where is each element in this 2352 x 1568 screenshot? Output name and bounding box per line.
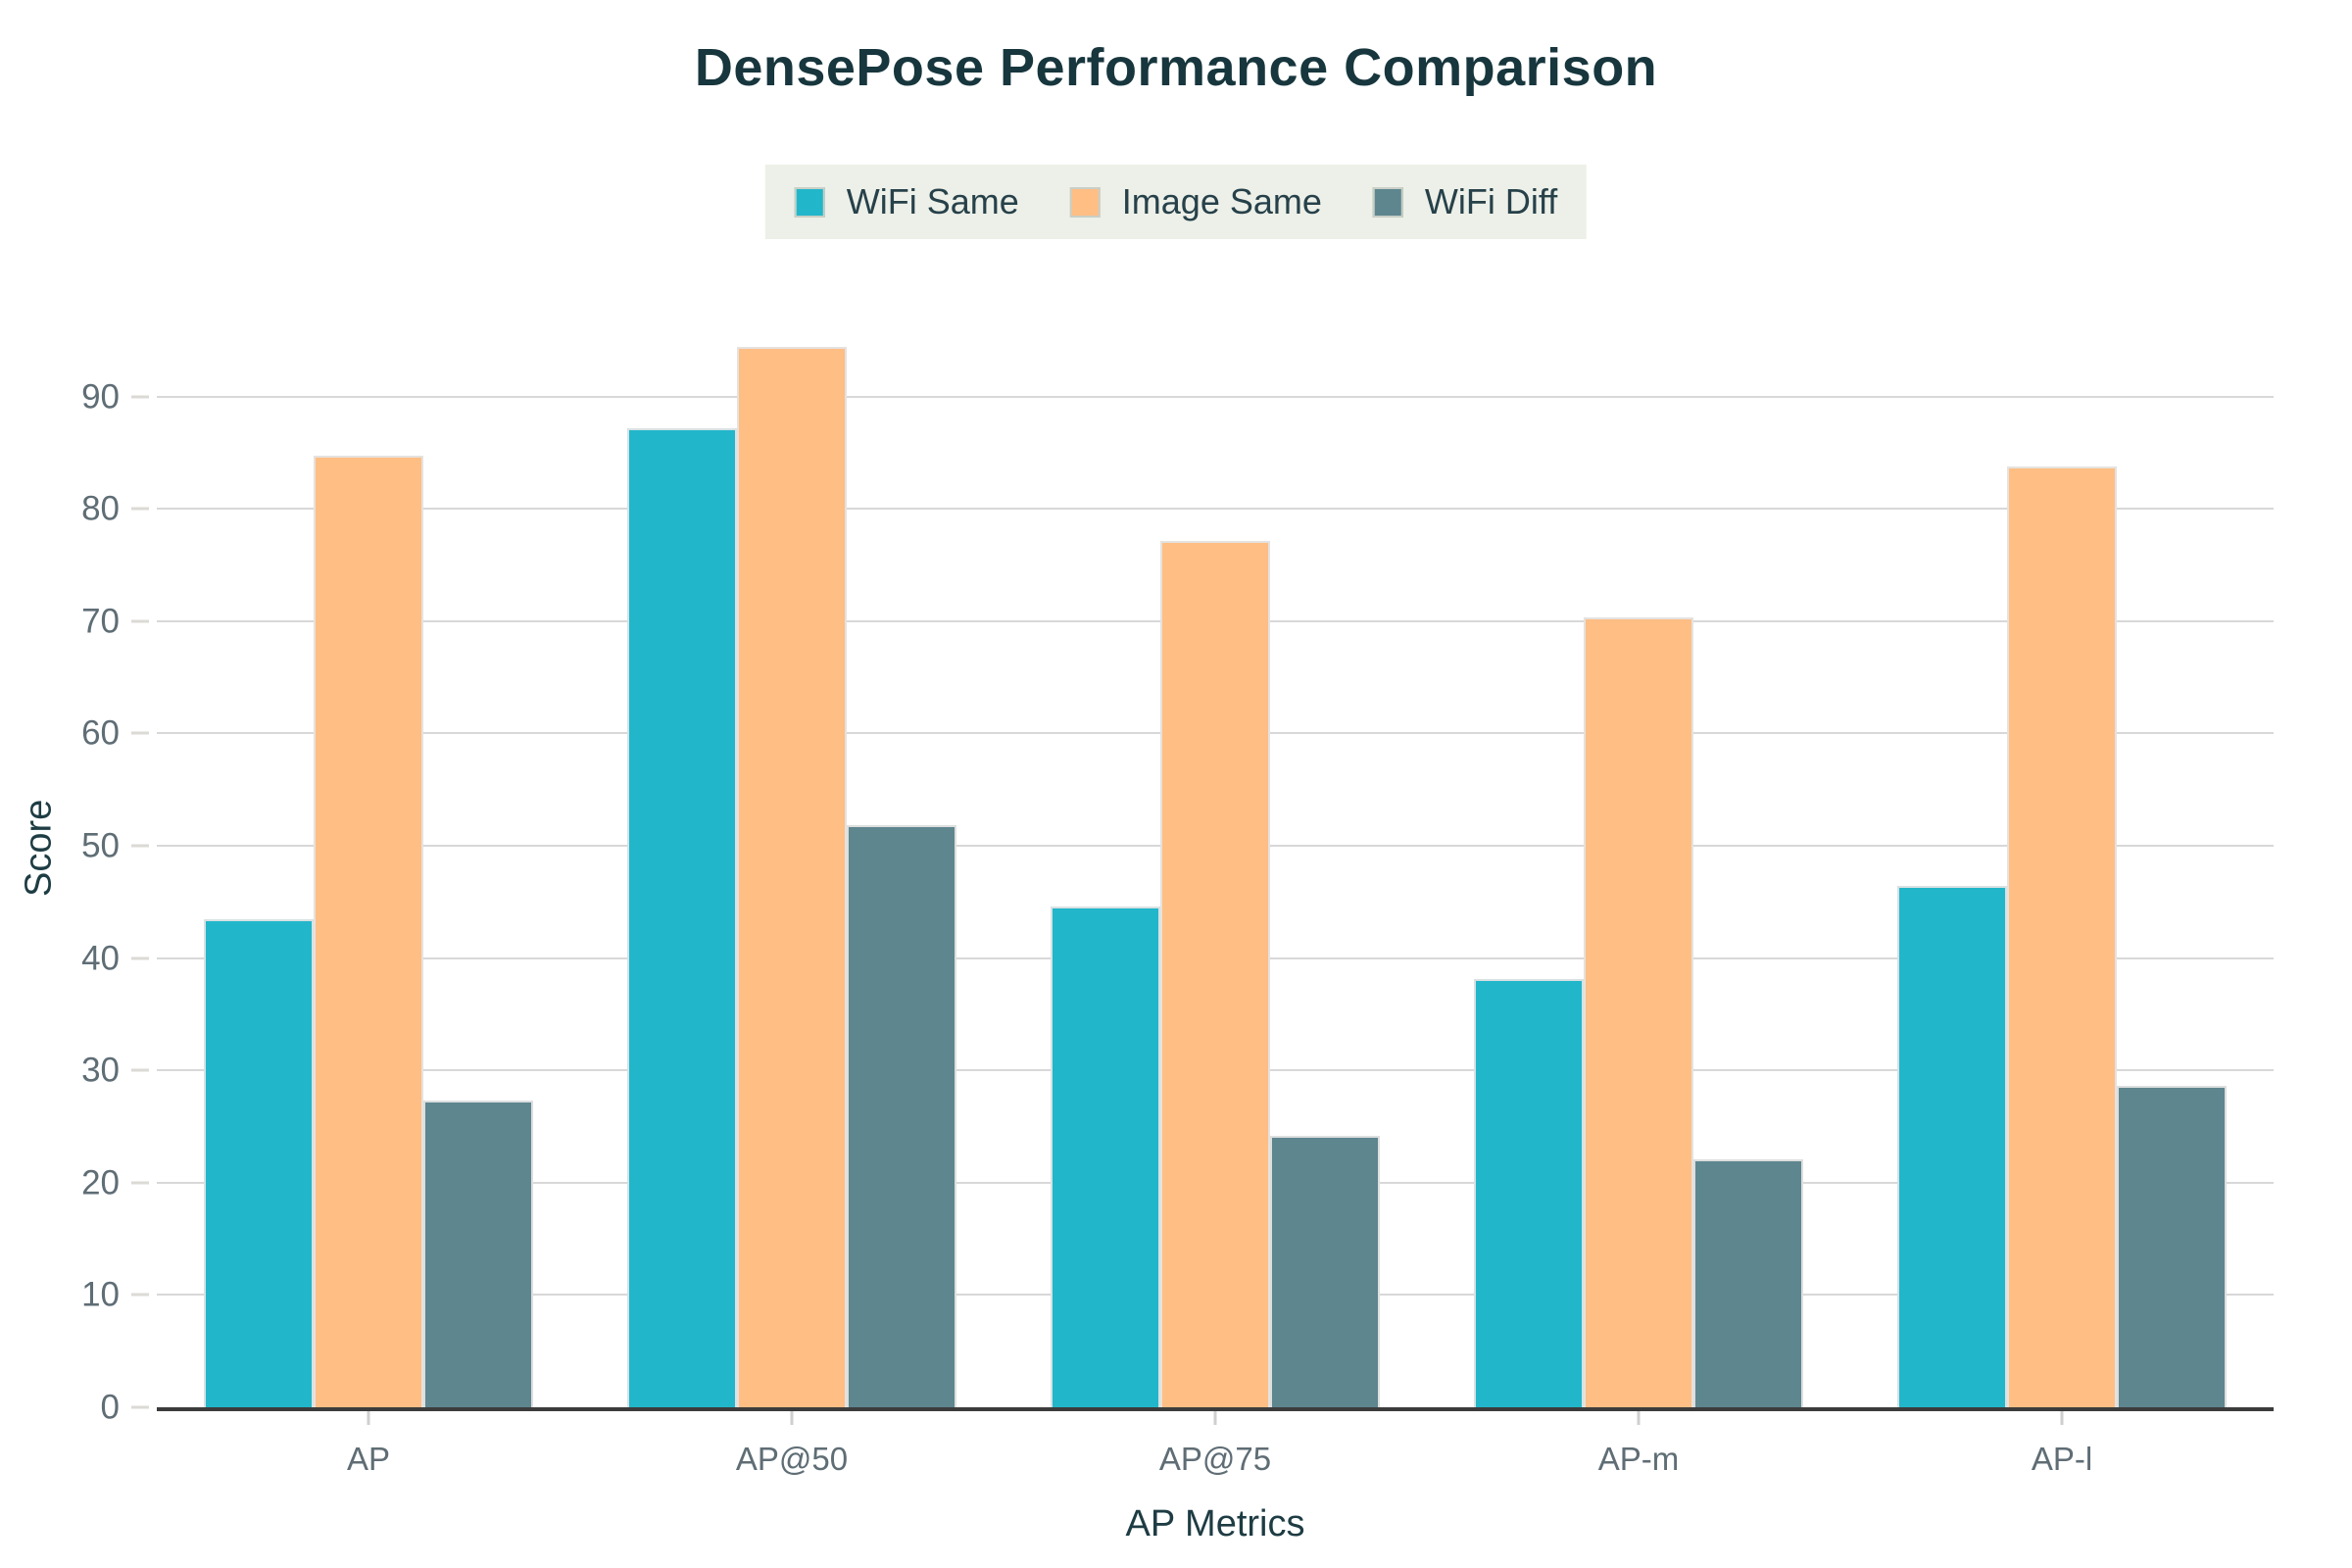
bar-wifi-diff-ap-m (1693, 1158, 1803, 1407)
x-tick-mark-ap (367, 1411, 370, 1425)
legend-item-wifi-same: WiFi Same (794, 181, 1019, 222)
x-tick-mark-ap-75 (1213, 1411, 1217, 1425)
y-tick-mark-90 (131, 395, 149, 399)
y-tick-mark-60 (131, 731, 149, 735)
bar-image-same-ap-l (2007, 466, 2117, 1407)
y-tick-label-0: 0 (100, 1388, 120, 1427)
plot-area: 0 10 20 30 40 50 60 70 80 90 AP AP@50 AP@75 AP-m AP-l (81, 284, 2274, 1477)
bar-wifi-same-ap-m (1474, 979, 1584, 1407)
bar-group-ap (157, 284, 580, 1407)
category-band-ap-50: AP@50 (580, 284, 1004, 1477)
y-tick-label-20: 20 (81, 1163, 120, 1202)
y-tick-mark-30 (131, 1068, 149, 1072)
x-tick-label-ap-75: AP@75 (1158, 1441, 1272, 1477)
bar-image-same-ap (314, 456, 423, 1407)
y-tick-label-90: 90 (81, 377, 120, 416)
y-tick-label-50: 50 (81, 826, 120, 865)
legend-item-image-same: Image Same (1069, 181, 1322, 222)
x-tick-label-ap-m: AP-m (1597, 1441, 1680, 1477)
bar-wifi-diff-ap (423, 1101, 533, 1407)
bar-wifi-diff-ap-75 (1270, 1135, 1380, 1407)
x-tick-label-ap: AP (346, 1441, 391, 1477)
y-tick-label-70: 70 (81, 602, 120, 641)
gridline-80 (157, 508, 2274, 511)
legend-swatch-wifi-same (794, 186, 825, 218)
bar-group-ap-m (1427, 284, 1850, 1407)
bar-image-same-ap-m (1584, 617, 1693, 1407)
bar-image-same-ap-75 (1160, 541, 1270, 1407)
y-tick-label-30: 30 (81, 1051, 120, 1090)
bar-wifi-diff-ap-50 (847, 825, 956, 1407)
y-tick-mark-0 (131, 1405, 149, 1409)
category-band-ap-m: AP-m (1427, 284, 1850, 1477)
bar-wifi-same-ap-75 (1051, 906, 1160, 1407)
x-tick-mark-ap-m (1637, 1411, 1641, 1425)
x-axis-title: AP Metrics (1125, 1503, 1305, 1544)
y-tick-mark-70 (131, 619, 149, 623)
x-tick-mark-ap-50 (790, 1411, 794, 1425)
bar-image-same-ap-50 (737, 347, 847, 1407)
y-tick-label-10: 10 (81, 1275, 120, 1314)
bar-wifi-same-ap-l (1897, 886, 2007, 1407)
legend: WiFi Same Image Same WiFi Diff (764, 165, 1588, 239)
category-band-ap-l: AP-l (1850, 284, 2274, 1477)
gridline-90 (157, 395, 2274, 398)
y-tick-label-60: 60 (81, 713, 120, 753)
x-tick-label-ap-50: AP@50 (735, 1441, 849, 1477)
bar-group-ap-l (1850, 284, 2274, 1407)
x-tick-label-ap-l: AP-l (2031, 1441, 2093, 1477)
y-tick-mark-80 (131, 507, 149, 511)
y-tick-mark-50 (131, 844, 149, 848)
legend-label-image-same: Image Same (1121, 181, 1322, 221)
category-band-ap: AP (157, 284, 580, 1477)
legend-label-wifi-diff: WiFi Diff (1424, 181, 1558, 221)
bar-group-ap-75 (1004, 284, 1427, 1407)
y-tick-label-40: 40 (81, 939, 120, 978)
x-tick-mark-ap-l (2060, 1411, 2064, 1425)
legend-swatch-wifi-diff (1372, 186, 1403, 218)
bar-wifi-diff-ap-l (2117, 1086, 2227, 1407)
chart-title: DensePose Performance Comparison (694, 38, 1658, 97)
bar-group-ap-50 (580, 284, 1004, 1407)
y-tick-mark-40 (131, 956, 149, 960)
legend-swatch-image-same (1069, 186, 1101, 218)
legend-item-wifi-diff: WiFi Diff (1372, 181, 1558, 222)
legend-label-wifi-same: WiFi Same (846, 181, 1019, 221)
y-tick-mark-10 (131, 1293, 149, 1297)
y-tick-mark-20 (131, 1181, 149, 1185)
bar-wifi-same-ap-50 (627, 427, 737, 1407)
category-band-ap-75: AP@75 (1004, 284, 1427, 1477)
y-tick-label-80: 80 (81, 489, 120, 528)
bar-wifi-same-ap (204, 918, 314, 1407)
